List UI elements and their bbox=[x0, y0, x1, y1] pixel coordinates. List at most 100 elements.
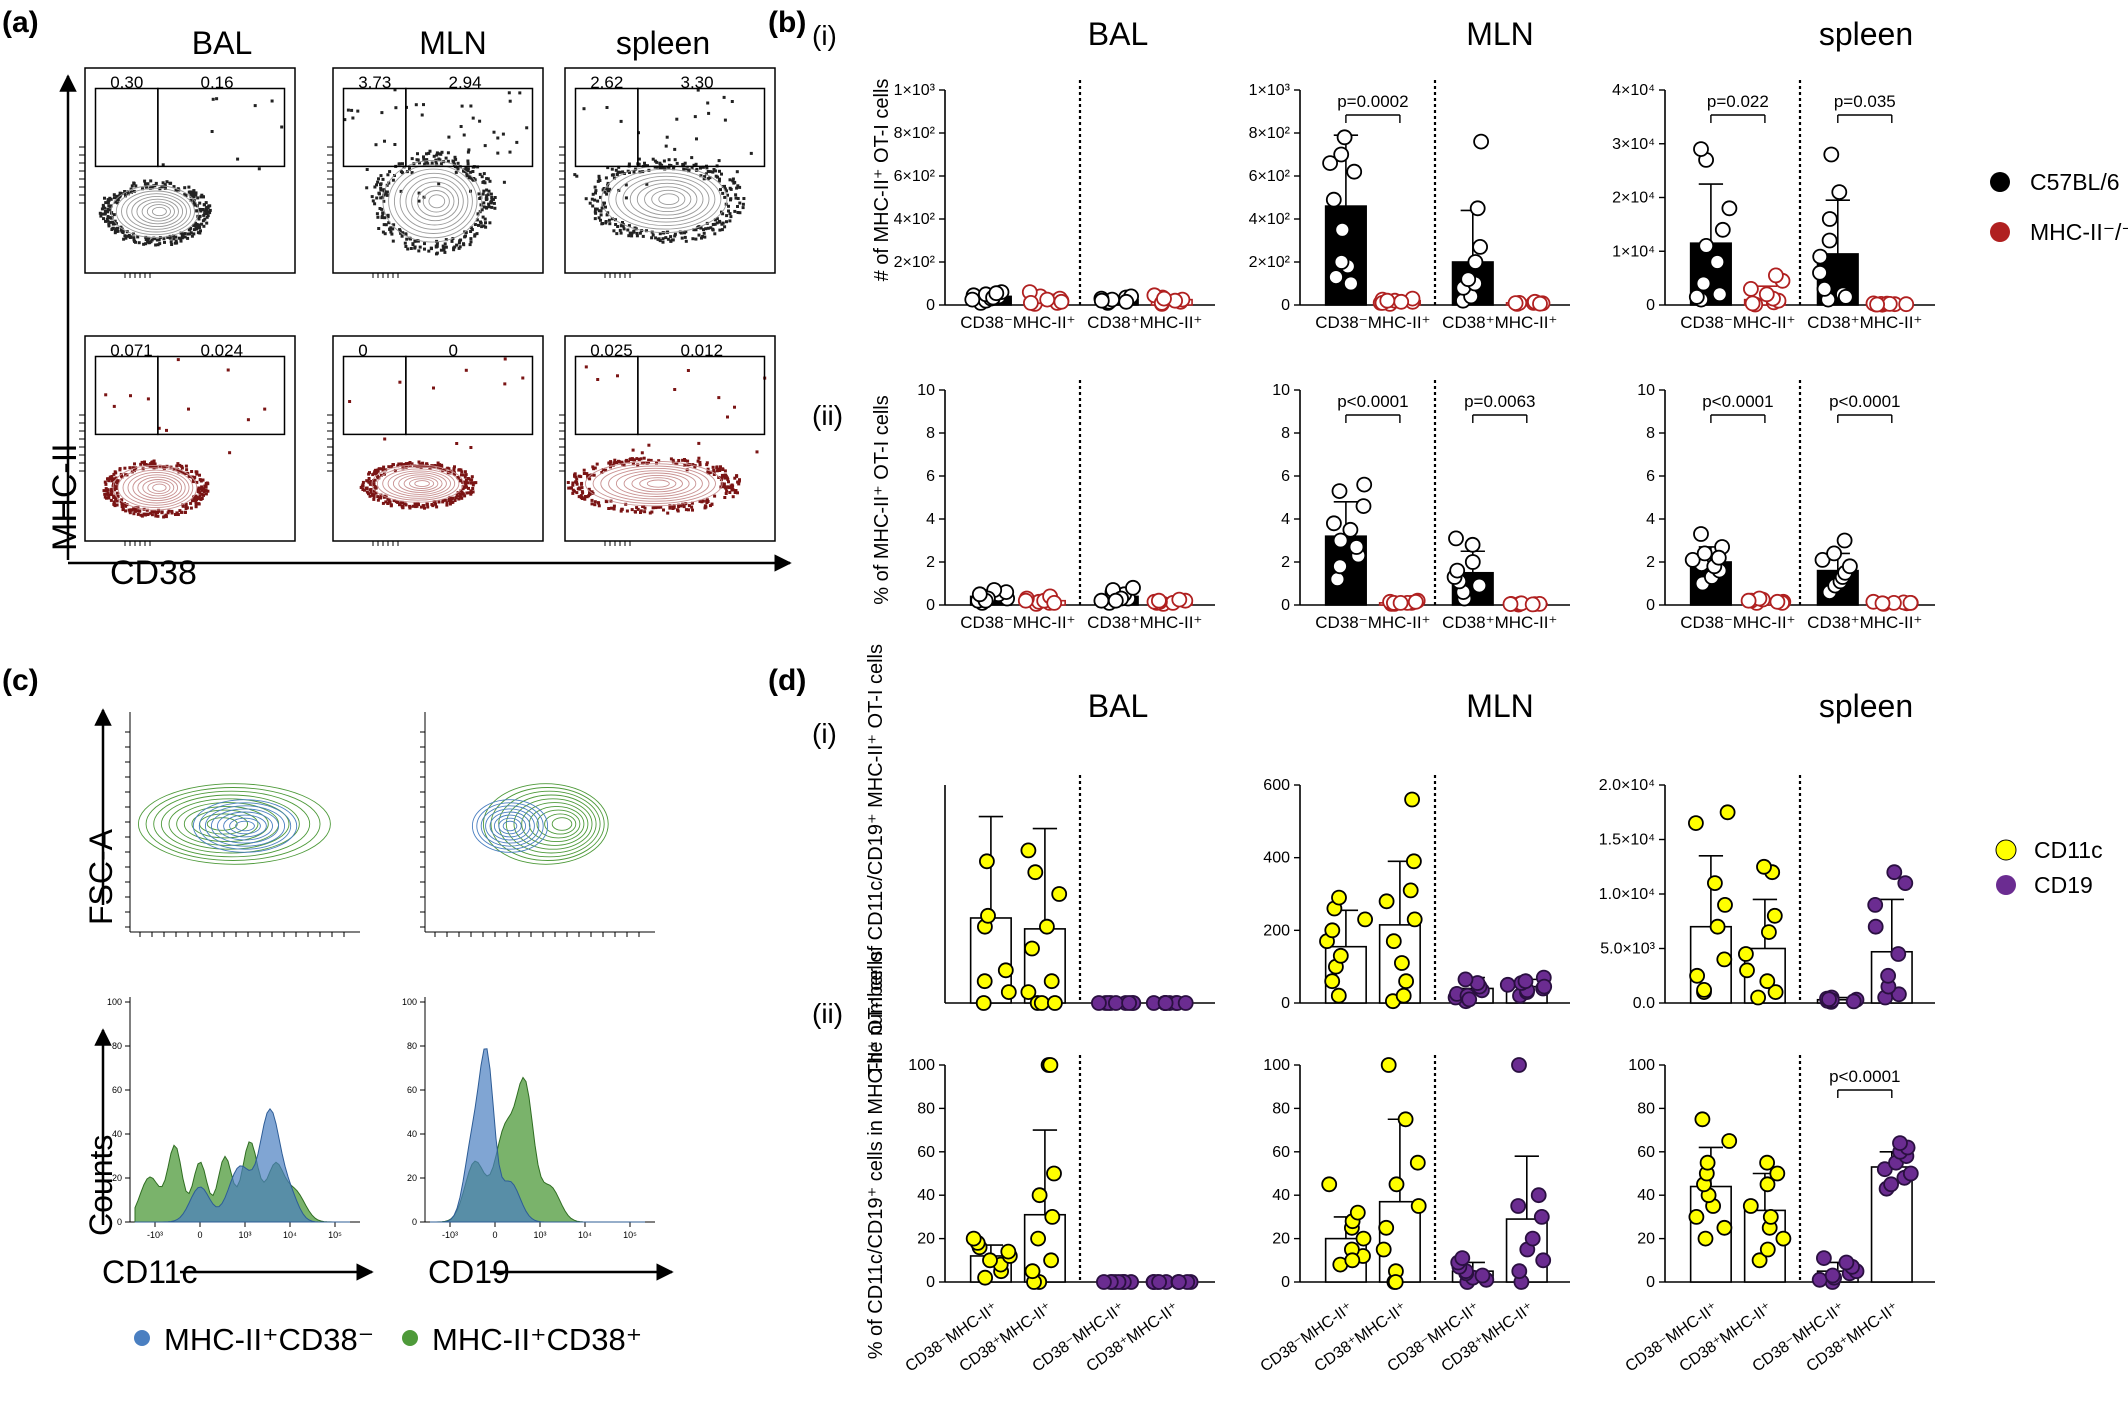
data-point bbox=[1043, 973, 1060, 990]
flow-event-dot bbox=[675, 117, 679, 121]
flow-event-dot bbox=[592, 467, 596, 471]
flow-event-dot bbox=[458, 479, 462, 483]
data-point bbox=[1030, 1230, 1046, 1247]
flow-event-dot bbox=[698, 499, 702, 503]
flow-event-dot bbox=[149, 511, 153, 515]
data-point bbox=[1333, 254, 1350, 270]
flow-event-dot bbox=[704, 172, 708, 176]
contour-line bbox=[489, 811, 531, 841]
flow-event-dot bbox=[400, 234, 404, 238]
y-tick-label: 4×10⁴ bbox=[1612, 82, 1655, 99]
bar-group bbox=[1505, 1057, 1552, 1290]
data-point bbox=[1698, 237, 1715, 254]
flow-event-dot bbox=[616, 374, 619, 378]
legend-d-label-cd11c: CD11c bbox=[2034, 837, 2103, 863]
flow-event-dot bbox=[380, 207, 384, 211]
contour-line bbox=[223, 814, 267, 838]
flow-event-dot bbox=[612, 229, 616, 233]
row-label-d-i: (i) bbox=[812, 718, 837, 749]
contour-line bbox=[536, 809, 581, 839]
flow-event-dot bbox=[191, 478, 195, 482]
data-point bbox=[1332, 532, 1349, 549]
flow-event-dot bbox=[115, 197, 119, 201]
flow-event-dot bbox=[197, 226, 200, 230]
flow-event-dot bbox=[114, 497, 118, 501]
a-title-mln: MLN bbox=[419, 25, 487, 61]
flow-event-dot bbox=[427, 151, 431, 155]
flow-event-dot bbox=[361, 480, 365, 484]
c-counts-label: Counts bbox=[83, 1135, 119, 1236]
flow-event-dot bbox=[672, 504, 676, 508]
data-point bbox=[1769, 1165, 1786, 1182]
c-legend-label-cd38pos: MHC-II⁺CD38⁺ bbox=[432, 1322, 642, 1357]
flow-event-dot bbox=[597, 209, 601, 213]
flow-event-dot bbox=[736, 480, 740, 484]
flow-event-dot bbox=[634, 510, 637, 514]
data-point bbox=[1474, 1267, 1491, 1284]
flow-event-dot bbox=[639, 457, 643, 461]
y-tick-label: 4×10² bbox=[1249, 211, 1291, 228]
flow-event-dot bbox=[196, 196, 200, 200]
flow-event-dot bbox=[365, 490, 369, 494]
flow-event-dot bbox=[103, 492, 107, 496]
flow-event-dot bbox=[725, 214, 729, 218]
flow-event-dot bbox=[640, 461, 644, 465]
data-point bbox=[1326, 515, 1342, 532]
flow-event-dot bbox=[694, 162, 698, 166]
flow-event-dot bbox=[440, 463, 444, 467]
flow-event-dot bbox=[198, 487, 202, 491]
y-tick-label: 60 bbox=[917, 1144, 935, 1161]
flow-contours bbox=[371, 464, 464, 503]
flow-event-dot bbox=[445, 503, 449, 507]
subplot-b(i)-MLN: 02×10²4×10²6×10²8×10²1×10³p=0.0002CD38⁻M… bbox=[1249, 80, 1570, 332]
flow-event-dot bbox=[133, 469, 136, 473]
flow-event-dot bbox=[588, 201, 592, 205]
flow-event-dot bbox=[679, 231, 683, 235]
flow-event-dot bbox=[100, 207, 104, 211]
flow-event-dot bbox=[619, 509, 623, 513]
data-point bbox=[1837, 288, 1854, 305]
flow-event-dot bbox=[601, 188, 605, 192]
flow-event-dot bbox=[731, 495, 735, 499]
flow-event-dot bbox=[735, 474, 739, 478]
flow-event-dot bbox=[725, 489, 729, 493]
data-point bbox=[1883, 1176, 1899, 1193]
flow-event-dot bbox=[194, 500, 198, 504]
flow-event-dot bbox=[457, 241, 461, 245]
flow-event-dot bbox=[368, 488, 372, 492]
flow-contour-line bbox=[376, 466, 460, 501]
flow-event-dot bbox=[381, 177, 385, 181]
flow-event-dot bbox=[435, 162, 439, 166]
flow-event-dot bbox=[189, 198, 193, 202]
flow-event-dot bbox=[591, 491, 595, 495]
flow-event-dot bbox=[102, 217, 105, 221]
flow-event-dot bbox=[129, 187, 133, 191]
flow-event-dot bbox=[618, 170, 622, 174]
flow-event-dot bbox=[612, 176, 616, 180]
flow-event-dot bbox=[466, 168, 470, 172]
flow-event-dot bbox=[734, 489, 738, 492]
flow-event-dot bbox=[446, 159, 450, 163]
flow-event-dot bbox=[176, 468, 180, 472]
y-tick-label: 400 bbox=[1263, 850, 1290, 867]
flow-event-dot bbox=[186, 236, 190, 240]
y-tick-label: 8 bbox=[1281, 425, 1290, 442]
y-tick-label: 10 bbox=[1272, 382, 1290, 399]
flow-event-dot bbox=[422, 155, 425, 159]
flow-event-dot bbox=[104, 482, 108, 486]
flow-event-dot bbox=[150, 464, 154, 468]
flow-event-dot bbox=[711, 228, 715, 232]
flow-event-dot bbox=[682, 505, 686, 509]
flow-event-dot bbox=[470, 228, 474, 232]
flow-event-dot bbox=[719, 188, 722, 192]
flow-event-dot bbox=[698, 463, 702, 467]
flow-event-dot bbox=[116, 229, 120, 233]
contour-line bbox=[192, 799, 298, 853]
flow-event-dot bbox=[115, 499, 119, 503]
flow-event-dot bbox=[107, 496, 111, 500]
flow-event-dot bbox=[463, 494, 467, 498]
flow-event-dot bbox=[624, 196, 628, 200]
y-tick-label: 1×10⁴ bbox=[1612, 243, 1655, 260]
flow-event-dot bbox=[728, 491, 732, 494]
flow-event-dot bbox=[450, 239, 454, 243]
